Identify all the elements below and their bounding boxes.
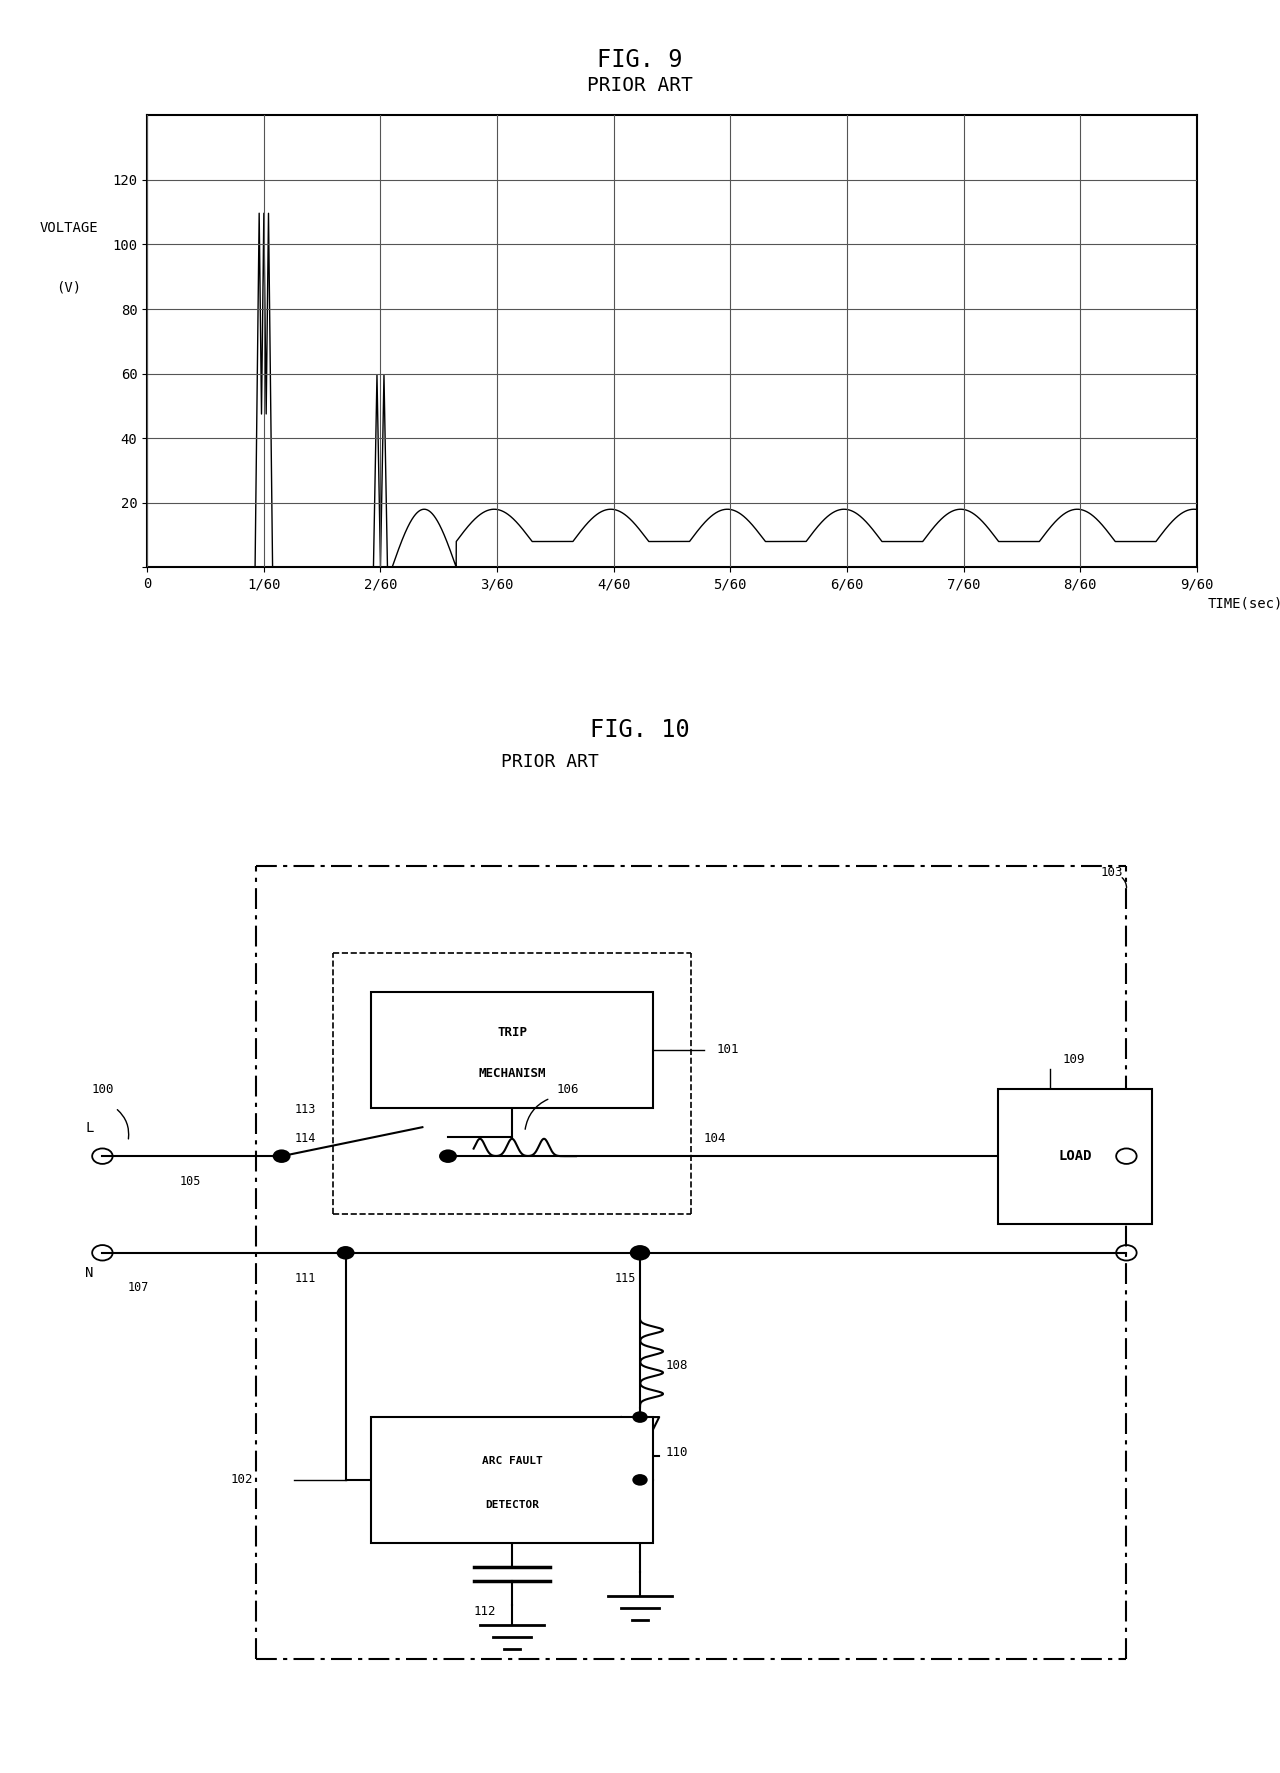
- Circle shape: [632, 1473, 648, 1486]
- Circle shape: [630, 1245, 650, 1261]
- Text: 109: 109: [1062, 1053, 1085, 1066]
- Text: 100: 100: [91, 1083, 114, 1096]
- Text: DETECTOR: DETECTOR: [485, 1500, 539, 1511]
- Circle shape: [273, 1149, 291, 1163]
- Text: 111: 111: [294, 1271, 316, 1285]
- Text: LOAD: LOAD: [1059, 1149, 1092, 1163]
- Text: 110: 110: [666, 1445, 689, 1459]
- Text: 112: 112: [474, 1605, 497, 1619]
- Bar: [371, 1417, 653, 1543]
- Text: 104: 104: [704, 1131, 727, 1145]
- Text: 105: 105: [179, 1175, 201, 1188]
- Circle shape: [632, 1411, 648, 1424]
- Text: 103: 103: [1101, 865, 1124, 879]
- Text: N: N: [86, 1266, 93, 1280]
- Text: L: L: [86, 1121, 93, 1135]
- Text: (V): (V): [56, 280, 81, 294]
- Circle shape: [337, 1246, 355, 1259]
- Text: 102: 102: [230, 1473, 253, 1486]
- Circle shape: [439, 1149, 457, 1163]
- Text: ARC FAULT: ARC FAULT: [481, 1456, 543, 1466]
- Text: 107: 107: [128, 1282, 150, 1294]
- Text: PRIOR ART: PRIOR ART: [588, 76, 692, 94]
- Bar: [998, 1089, 1152, 1223]
- Text: FIG. 9: FIG. 9: [598, 48, 682, 73]
- Bar: [371, 991, 653, 1108]
- Text: 108: 108: [666, 1358, 689, 1372]
- Text: MECHANISM: MECHANISM: [479, 1067, 545, 1080]
- Text: 114: 114: [294, 1131, 316, 1145]
- Text: TRIP: TRIP: [497, 1027, 527, 1039]
- Text: VOLTAGE: VOLTAGE: [40, 222, 97, 236]
- Text: TIME(sec): TIME(sec): [1207, 596, 1280, 610]
- Text: 101: 101: [717, 1043, 740, 1057]
- Text: 106: 106: [557, 1083, 580, 1096]
- Text: FIG. 10: FIG. 10: [590, 718, 690, 743]
- Text: 115: 115: [614, 1271, 636, 1285]
- Text: 113: 113: [294, 1103, 316, 1115]
- Text: PRIOR ART: PRIOR ART: [502, 754, 599, 771]
